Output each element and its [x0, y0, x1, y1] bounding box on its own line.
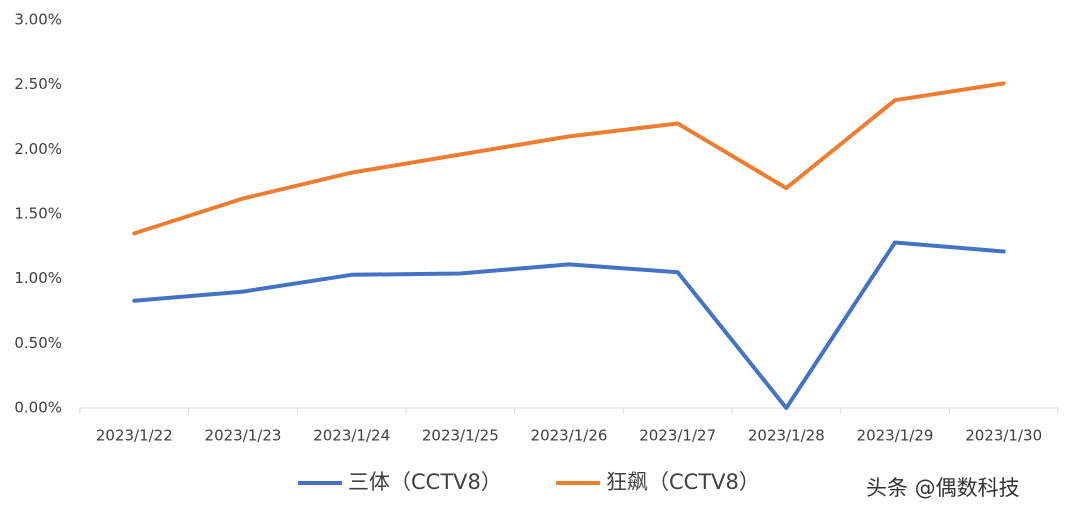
x-tick-label: 2023/1/24 — [313, 427, 390, 445]
watermark: 头条 @偶数科技 — [866, 476, 1020, 500]
y-tick-label: 0.50% — [14, 334, 62, 352]
x-tick-label: 2023/1/27 — [639, 427, 716, 445]
y-tick-label: 1.00% — [14, 269, 62, 287]
legend-label: 狂飙（CCTV8） — [606, 470, 760, 494]
x-tick-label: 2023/1/28 — [748, 427, 825, 445]
y-tick-label: 2.50% — [14, 75, 62, 93]
y-tick-label: 1.50% — [14, 205, 62, 223]
y-tick-label: 0.00% — [14, 399, 62, 417]
legend-label: 三体（CCTV8） — [348, 470, 502, 494]
y-tick-label: 3.00% — [14, 11, 62, 29]
y-tick-label: 2.00% — [14, 140, 62, 158]
x-tick-label: 2023/1/26 — [531, 427, 608, 445]
x-tick-label: 2023/1/29 — [857, 427, 934, 445]
x-tick-label: 2023/1/23 — [205, 427, 282, 445]
x-tick-label: 2023/1/25 — [422, 427, 499, 445]
x-tick-label: 2023/1/22 — [96, 427, 173, 445]
line — [132, 81, 1006, 236]
line — [132, 240, 1006, 410]
x-tick-label: 2023/1/30 — [965, 427, 1042, 445]
